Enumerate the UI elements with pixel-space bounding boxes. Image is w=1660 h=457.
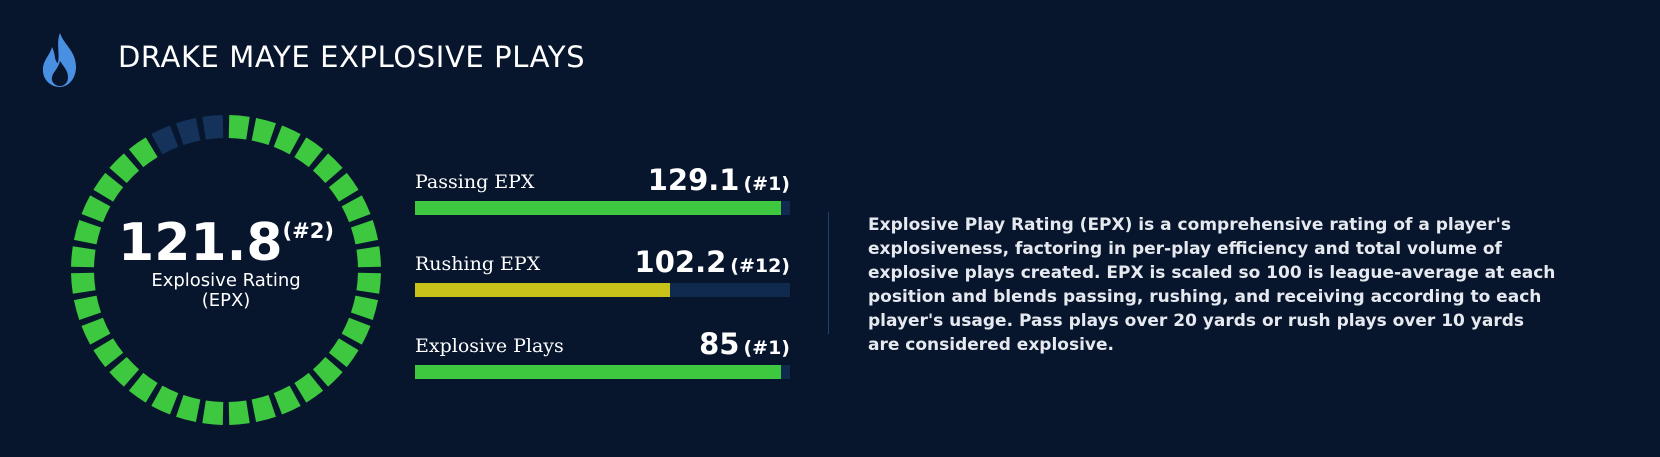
gauge-segment: [176, 394, 201, 423]
gauge-segment: [93, 172, 124, 202]
gauge-rank: (#2): [282, 219, 334, 243]
metric-value: 129.1: [647, 163, 740, 197]
gauge-label: Explosive Rating (EPX): [151, 271, 300, 311]
metric-explosive-plays: Explosive Plays 85 (#1): [415, 327, 790, 411]
metric-value-wrap: 129.1 (#1): [648, 163, 790, 197]
metric-rank: (#1): [743, 173, 790, 195]
metric-rank: (#12): [730, 255, 790, 277]
metric-label: Explosive Plays: [415, 335, 564, 357]
progress-bar-fill: [415, 201, 781, 215]
gauge-segment: [202, 115, 224, 140]
metric-value: 85: [699, 327, 740, 361]
gauge-segment: [71, 246, 96, 268]
explosive-rating-gauge: 121.8 (#2) Explosive Rating (EPX): [66, 110, 386, 430]
gauge-segment: [294, 372, 324, 403]
gauge-segment: [328, 338, 359, 368]
progress-bar-fill: [415, 365, 781, 379]
gauge-segment: [73, 220, 102, 245]
gauge-segment: [228, 400, 250, 425]
gauge-segment: [202, 400, 224, 425]
gauge-segment: [151, 125, 179, 155]
metric-value: 102.2: [634, 245, 727, 279]
gauge-segment: [350, 295, 379, 320]
metric-rushing-epx: Rushing EPX 102.2 (#12): [415, 245, 790, 329]
page-title: DRAKE MAYE EXPLOSIVE PLAYS: [118, 40, 586, 74]
metric-label: Passing EPX: [415, 171, 535, 193]
gauge-segment: [356, 246, 381, 268]
header: [38, 28, 82, 92]
gauge-segment: [128, 137, 158, 168]
gauge-segment: [128, 372, 158, 403]
gauge-segment: [312, 153, 343, 184]
gauge-segment: [328, 172, 359, 202]
gauge-segment: [341, 195, 371, 223]
epx-description: Explosive Play Rating (EPX) is a compreh…: [868, 215, 1556, 355]
gauge-segment: [341, 317, 371, 345]
metrics-list: Passing EPX 129.1 (#1) Rushing EPX 102.2(…: [415, 163, 790, 411]
gauge-value-row: 121.8 (#2): [118, 217, 334, 269]
gauge-segment: [81, 195, 111, 223]
gauge-segment: [81, 317, 111, 345]
flame-icon: [42, 33, 76, 87]
gauge-segment: [312, 356, 343, 387]
metric-rank: (#1): [743, 337, 790, 359]
gauge-segment: [109, 153, 140, 184]
progress-bar-track: [415, 365, 790, 379]
gauge-segment: [176, 117, 201, 146]
gauge-segment: [228, 115, 250, 140]
gauge-segment: [109, 356, 140, 387]
gauge-center: 121.8 (#2) Explosive Rating (EPX): [66, 110, 386, 430]
gauge-segment: [273, 385, 301, 415]
metric-value-wrap: 102.2 (#12): [635, 245, 790, 279]
gauge-segment: [71, 272, 96, 294]
gauge-segment: [151, 385, 179, 415]
metric-passing-epx: Passing EPX 129.1 (#1): [415, 163, 790, 247]
gauge-segment: [93, 338, 124, 368]
gauge-value: 121.8: [118, 213, 283, 273]
progress-bar-track: [415, 283, 790, 297]
gauge-segment: [251, 394, 276, 423]
gauge-segment: [294, 137, 324, 168]
gauge-ring: [71, 115, 381, 425]
progress-bar-fill: [415, 283, 670, 297]
gauge-segment: [350, 220, 379, 245]
divider: [828, 212, 829, 334]
gauge-segment: [356, 272, 381, 294]
gauge-label-line1: Explosive Rating: [151, 270, 301, 291]
gauge-segment: [251, 117, 276, 146]
gauge-segment: [73, 295, 102, 320]
metric-label: Rushing EPX: [415, 253, 541, 275]
metric-value-wrap: 85 (#1): [699, 327, 790, 361]
gauge-segment: [273, 125, 301, 155]
gauge-label-line2: (EPX): [201, 290, 251, 311]
progress-bar-track: [415, 201, 790, 215]
